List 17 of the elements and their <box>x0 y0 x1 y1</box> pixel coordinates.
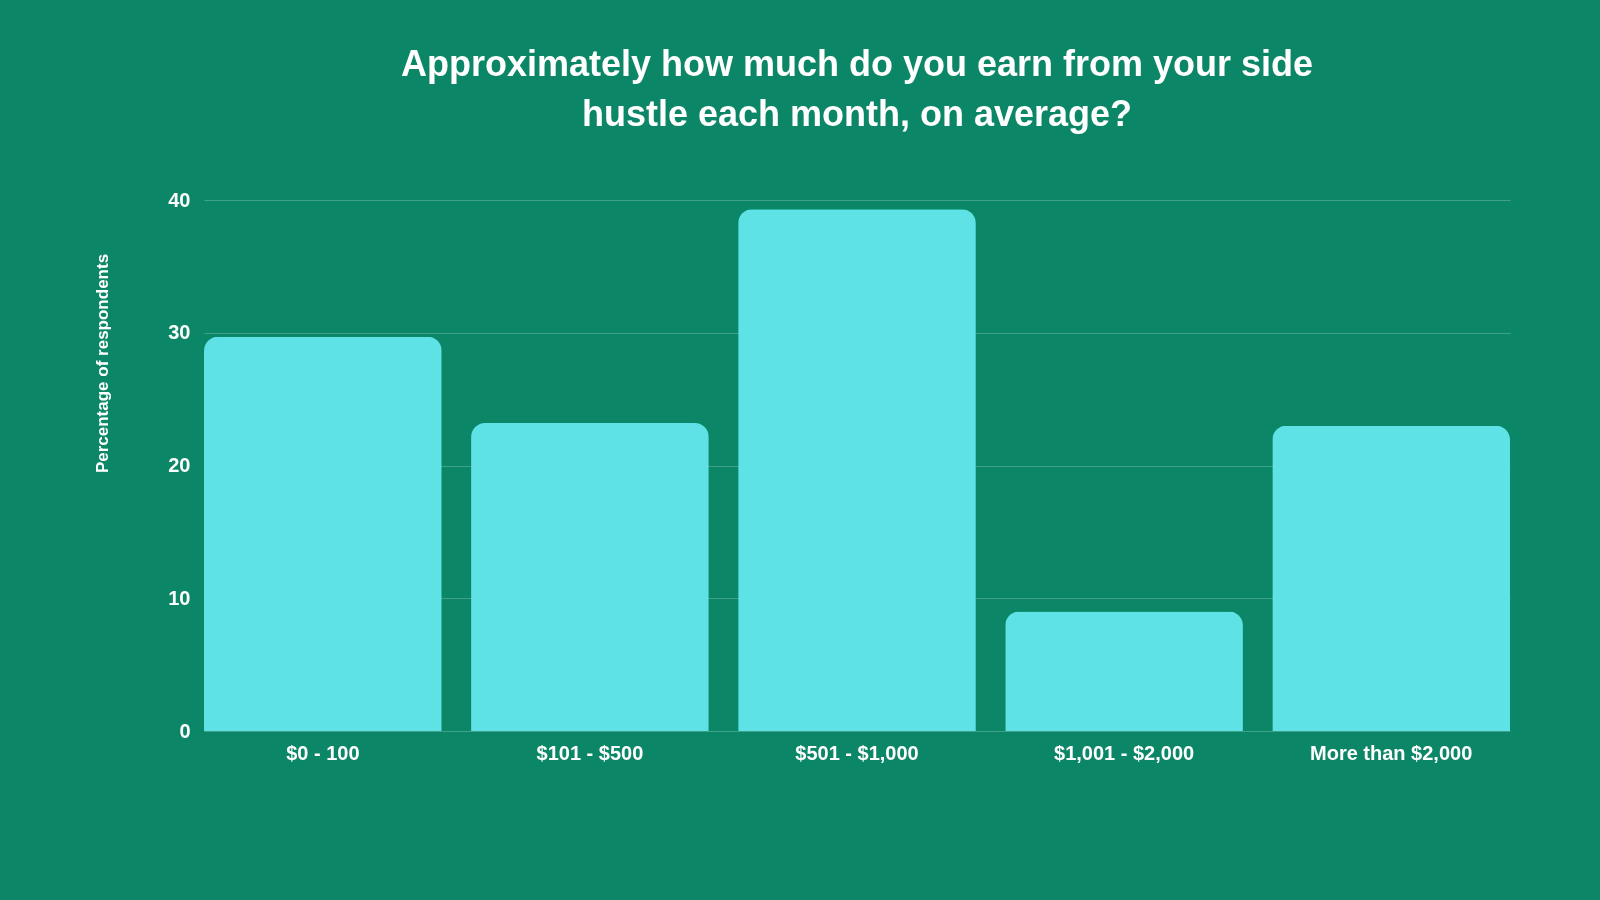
bar <box>1005 611 1243 731</box>
bar <box>738 209 976 731</box>
chart-title: Approximately how much do you earn from your side hustle each month, on average? <box>400 43 1314 134</box>
x-tick-label: $501 - $1,000 <box>795 741 919 764</box>
x-tick-label: $101 - $500 <box>536 741 644 764</box>
y-tick-label: 30 <box>168 321 191 344</box>
bar <box>204 336 442 731</box>
y-tick-label: 10 <box>168 586 191 609</box>
y-axis-title: Percentage of respondents <box>93 253 113 474</box>
y-tick-label: 0 <box>179 719 191 742</box>
bar <box>1272 425 1510 731</box>
x-tick-label: More than $2,000 <box>1310 741 1473 764</box>
bar <box>471 423 709 731</box>
y-tick-label: 40 <box>168 188 191 211</box>
x-tick-label: $1,001 - $2,000 <box>1054 741 1195 764</box>
x-tick-label: $0 - 100 <box>286 741 360 764</box>
y-tick-label: 20 <box>168 454 191 476</box>
